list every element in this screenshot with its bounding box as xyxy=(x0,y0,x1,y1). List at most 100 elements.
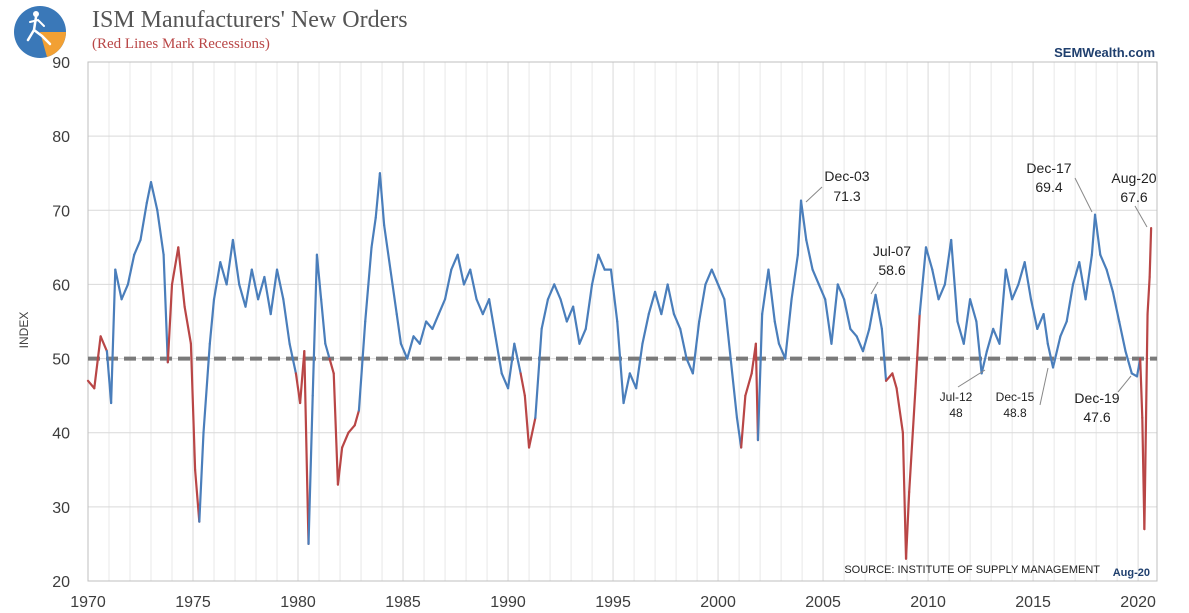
series-segment xyxy=(1111,290,1121,323)
series-segment xyxy=(756,312,764,442)
series-segment xyxy=(546,283,556,301)
series-segment xyxy=(855,335,865,353)
series-segment xyxy=(418,320,428,345)
series-segment xyxy=(937,283,946,301)
series-segment xyxy=(874,293,883,331)
series-segment xyxy=(805,238,814,271)
annotation-dec19-value: 47.6 xyxy=(1083,409,1110,425)
series-segment xyxy=(824,298,833,345)
series-segment xyxy=(269,268,279,316)
series-segment xyxy=(383,224,392,271)
series-segment xyxy=(773,320,781,345)
x-tick-label: 2005 xyxy=(805,594,841,611)
series-segment xyxy=(723,298,732,360)
series-segment xyxy=(830,283,839,345)
annotation-dec19-date: Dec-19 xyxy=(1074,390,1119,406)
series-segment xyxy=(1023,261,1033,301)
series-segment xyxy=(431,312,440,331)
series-segment xyxy=(500,372,510,390)
series-segment xyxy=(437,298,447,316)
series-segment xyxy=(861,327,871,353)
recession-segment xyxy=(895,387,904,434)
series-segment xyxy=(777,342,787,360)
series-segment xyxy=(378,172,386,227)
series-segment xyxy=(1017,261,1026,286)
series-segment xyxy=(956,320,965,345)
series-segment xyxy=(370,216,377,249)
y-tick-label: 80 xyxy=(52,129,70,146)
series-segment xyxy=(698,283,707,323)
series-segment xyxy=(412,335,421,345)
y-tick-label: 20 xyxy=(52,574,70,591)
recession-segment xyxy=(86,379,96,390)
series-segment xyxy=(250,268,260,301)
recession-segment xyxy=(332,372,340,486)
y-tick-label: 50 xyxy=(52,352,70,369)
series-segment xyxy=(443,268,453,301)
series-segment xyxy=(924,246,934,271)
recession-segment xyxy=(166,283,174,364)
series-segment xyxy=(647,290,657,316)
series-segment xyxy=(208,298,216,345)
series-segment xyxy=(799,199,808,242)
series-segment xyxy=(374,172,382,219)
series-segment xyxy=(880,327,888,382)
recession-segment xyxy=(519,372,526,397)
series-segment xyxy=(635,342,644,390)
series-segment xyxy=(597,253,606,271)
recession-segment xyxy=(1143,312,1149,531)
series-segment xyxy=(1036,312,1045,331)
series-segment xyxy=(212,261,222,301)
recession-segment xyxy=(527,416,537,449)
series-segment xyxy=(1042,312,1049,345)
y-tick-label: 40 xyxy=(52,426,70,443)
annotations: Dec-03 71.3 Jul-07 58.6 Dec-17 69.4 Aug-… xyxy=(805,160,1157,425)
annotation-jul12-value: 48 xyxy=(949,406,963,420)
series-segment xyxy=(120,283,130,301)
series-segment xyxy=(456,253,466,286)
series-segment xyxy=(126,253,136,286)
series-segment xyxy=(1059,320,1068,338)
recession-segment xyxy=(93,335,102,390)
series-segment xyxy=(244,268,253,308)
series-segment xyxy=(462,268,472,286)
series-segment xyxy=(868,293,877,331)
series-segment xyxy=(1090,213,1097,256)
series-segment xyxy=(609,268,619,323)
x-tick-label: 2020 xyxy=(1120,594,1156,611)
series-segment xyxy=(110,268,117,405)
series-segment xyxy=(691,320,701,375)
series-segment xyxy=(311,253,319,397)
series-segment xyxy=(998,268,1007,345)
series-segment xyxy=(231,238,241,286)
series-segment xyxy=(704,268,713,286)
recession-segment xyxy=(884,372,894,382)
series-segment xyxy=(796,199,803,256)
series-segment xyxy=(660,283,669,316)
series-segment xyxy=(672,312,682,331)
x-tick-label: 1970 xyxy=(70,594,106,611)
series-segment xyxy=(836,283,846,301)
series-segment xyxy=(962,298,972,345)
series-segment xyxy=(263,275,272,316)
recession-segment xyxy=(341,431,350,449)
annotation-dec15-date: Dec-15 xyxy=(996,390,1035,404)
x-tick-label: 2000 xyxy=(700,594,736,611)
series-segment xyxy=(1124,350,1133,375)
source-label: SOURCE: INSTITUTE OF SUPPLY MANAGEMENT xyxy=(844,564,1100,576)
series-segment xyxy=(950,238,959,323)
brand-label: SEMWealth.com xyxy=(1054,45,1155,60)
series-segment xyxy=(315,253,323,301)
x-tick-label: 1985 xyxy=(385,594,421,611)
recession-segment xyxy=(744,372,753,397)
series-segment xyxy=(364,246,373,323)
series-segment xyxy=(622,372,631,405)
semwealth-logo xyxy=(14,6,66,58)
x-tick-label: 1995 xyxy=(595,594,631,611)
recession-segment xyxy=(99,335,109,353)
series-segment xyxy=(729,357,739,419)
y-tick-label: 90 xyxy=(52,55,70,72)
series-segment xyxy=(918,246,928,316)
series-segment xyxy=(225,238,235,286)
